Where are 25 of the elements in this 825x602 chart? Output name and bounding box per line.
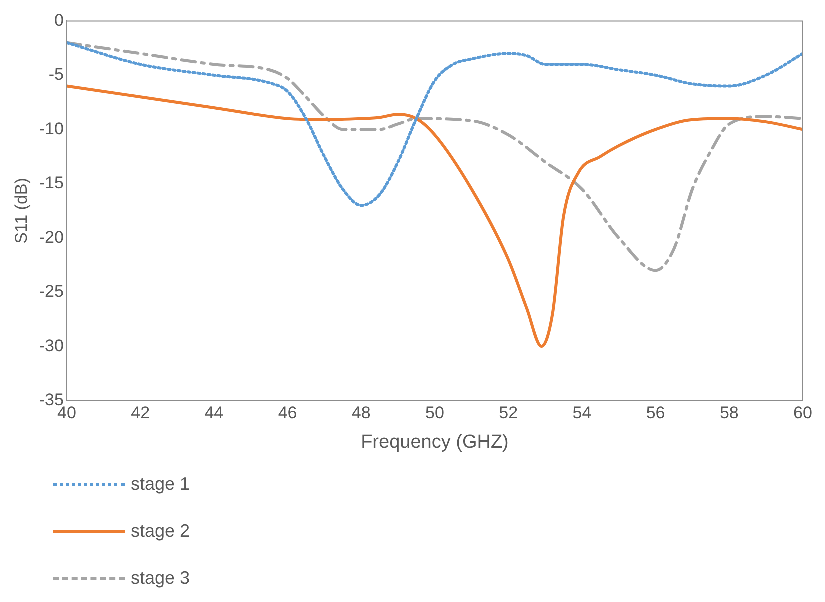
x-tick-label: 42 (131, 404, 150, 423)
y-tick-label: -25 (39, 282, 64, 302)
line-series (66, 84, 803, 348)
x-tick-label: 46 (278, 404, 298, 423)
x-tick-label: 54 (572, 404, 592, 423)
y-tick-label: -15 (39, 174, 64, 193)
x-tick-label: 60 (794, 404, 812, 423)
x-tick-label: 50 (426, 404, 444, 423)
x-tick-label: 44 (204, 404, 224, 423)
legend-label: stage 3 (131, 568, 190, 589)
y-tick-label: -20 (39, 228, 64, 247)
x-tick-label: 52 (499, 404, 518, 423)
y-tick-label: -30 (39, 336, 64, 356)
x-tick-label: 58 (720, 404, 739, 423)
y-tick-label: -5 (48, 65, 64, 84)
x-axis-title: Frequency (GHZ) (361, 432, 509, 453)
legend-label: stage 2 (131, 521, 190, 542)
y-axis-title: S11 (dB) (12, 178, 31, 244)
y-tick-label: 0 (54, 10, 64, 30)
x-tick-label: 48 (352, 404, 371, 423)
x-tick-label: 56 (646, 404, 666, 423)
line-series (66, 41, 803, 208)
y-tick-label: -10 (39, 119, 64, 138)
line-series (66, 41, 803, 272)
legend-label: stage 1 (131, 474, 190, 495)
